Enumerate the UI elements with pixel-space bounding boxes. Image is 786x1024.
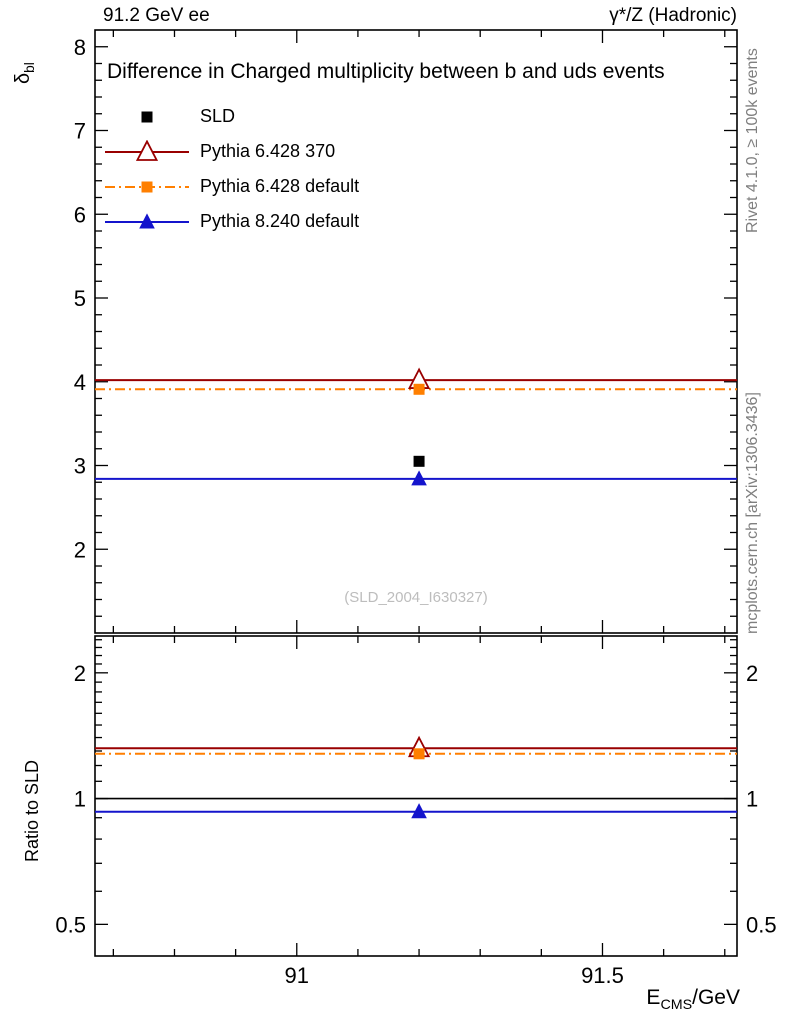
legend-swatch — [141, 111, 153, 122]
legend-swatch — [105, 212, 189, 228]
plot-title: Difference in Charged multiplicity betwe… — [107, 60, 665, 83]
legend-marker — [141, 111, 153, 122]
x-axis-symbol: E — [646, 986, 661, 1009]
series-marker-main-2 — [413, 383, 425, 395]
ratio-tick-label-right: 2 — [746, 661, 758, 686]
legend-swatch — [105, 181, 189, 192]
y-tick-label: 4 — [74, 370, 86, 395]
x-axis-subscript: CMS — [660, 997, 693, 1014]
legend-label: SLD — [200, 106, 236, 126]
analysis-watermark: (SLD_2004_I630327) — [344, 589, 488, 606]
legend-label: Pythia 8.240 default — [200, 211, 360, 231]
legend-entry: SLD — [103, 99, 359, 134]
legend-marker — [141, 181, 153, 192]
y-tick-label: 2 — [74, 537, 86, 562]
legend: SLD Pythia 6.428 370 Pythia 6.428 default P… — [103, 99, 359, 239]
legend-label: Pythia 6.428 default — [200, 176, 360, 196]
ratio-tick-label-right: 0.5 — [746, 912, 777, 937]
y-tick-label: 7 — [74, 119, 86, 144]
y-tick-label: 5 — [74, 286, 86, 311]
series-marker-main-3 — [411, 470, 427, 486]
legend-entry: Pythia 8.240 default — [103, 204, 359, 239]
main-y-axis-symbol: δ — [12, 72, 34, 84]
series-marker-ratio-3 — [411, 803, 427, 819]
ratio-tick-label-left: 0.5 — [55, 912, 86, 937]
mcplots-reference-note: mcplots.cern.ch [arXiv:1306.3436] — [744, 392, 761, 634]
legend-marker — [135, 139, 159, 161]
x-axis-title: ECMS/GeV — [646, 986, 740, 1013]
legend-entry: Pythia 6.428 370 — [103, 134, 359, 169]
y-tick-label: 6 — [74, 202, 86, 227]
x-axis-suffix: /GeV — [692, 986, 740, 1009]
process-label: γ*/Z (Hadronic) — [609, 5, 737, 26]
ratio-tick-label-left: 1 — [74, 787, 86, 812]
legend-swatch — [105, 139, 189, 161]
ratio-tick-label-left: 2 — [74, 661, 86, 686]
beam-energy-label: 91.2 GeV ee — [103, 5, 210, 26]
ratio-panel-frame — [94, 635, 738, 957]
main-y-axis-subscript: bl — [22, 62, 37, 73]
x-tick-label: 91 — [285, 963, 309, 988]
y-tick-label: 8 — [74, 35, 86, 60]
main-y-axis-title: δbl — [12, 62, 37, 84]
x-tick-label: 91.5 — [581, 963, 624, 988]
legend-label: Pythia 6.428 370 — [200, 141, 336, 161]
ratio-tick-label-right: 1 — [746, 787, 758, 812]
legend-entry: Pythia 6.428 default — [103, 169, 359, 204]
legend-marker — [139, 212, 155, 228]
series-marker-main-0 — [413, 455, 425, 467]
ratio-y-axis-title: Ratio to SLD — [22, 759, 42, 862]
y-tick-label: 3 — [74, 454, 86, 479]
series-marker-ratio-2 — [413, 748, 425, 760]
rivet-version-note: Rivet 4.1.0, ≥ 100k events — [744, 48, 761, 233]
